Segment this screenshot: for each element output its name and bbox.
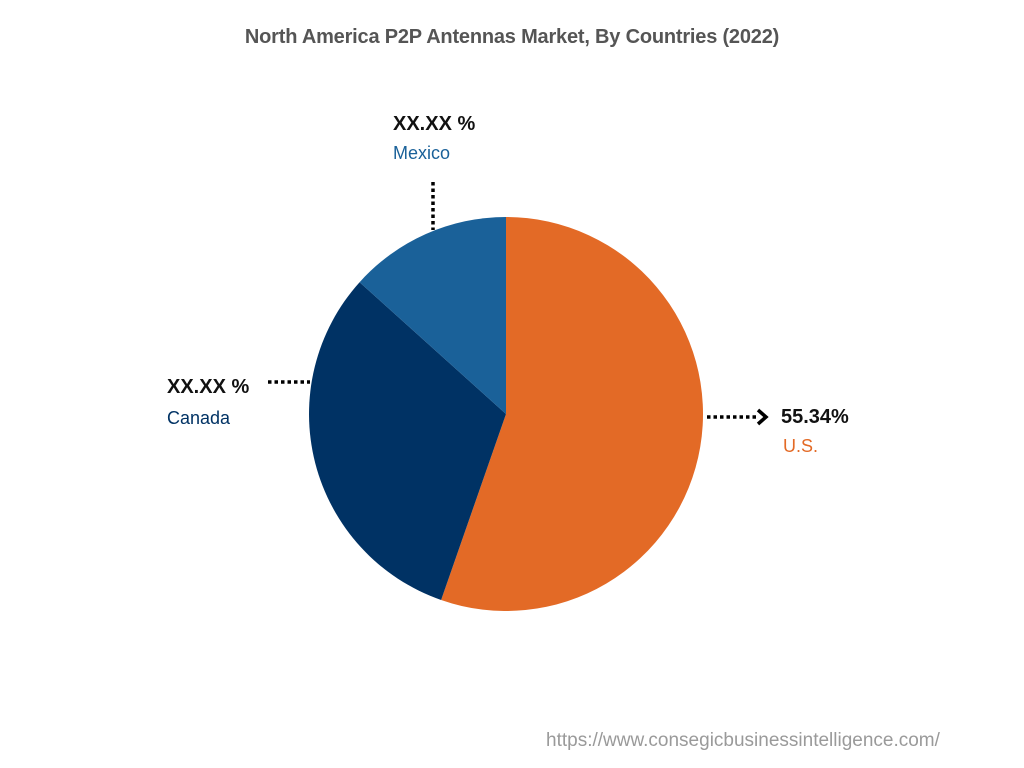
chart-title: North America P2P Antennas Market, By Co… — [244, 26, 780, 48]
label-name-us: U.S. — [783, 436, 819, 456]
pie-slice-mexico — [359, 217, 506, 414]
label-value-canada: XX.XX % — [167, 376, 250, 398]
label-name-canada: Canada — [167, 408, 231, 428]
label-value-mexico: XX.XX % — [393, 113, 476, 135]
label-name-mexico: Mexico — [393, 143, 451, 163]
pie-slice-us — [441, 217, 704, 611]
source-url: https://www.consegicbusinessintelligence… — [546, 730, 940, 751]
label-value-us: 55.34% — [781, 406, 849, 428]
arrow-right-icon — [756, 408, 769, 426]
pie-slice-canada — [309, 282, 506, 600]
